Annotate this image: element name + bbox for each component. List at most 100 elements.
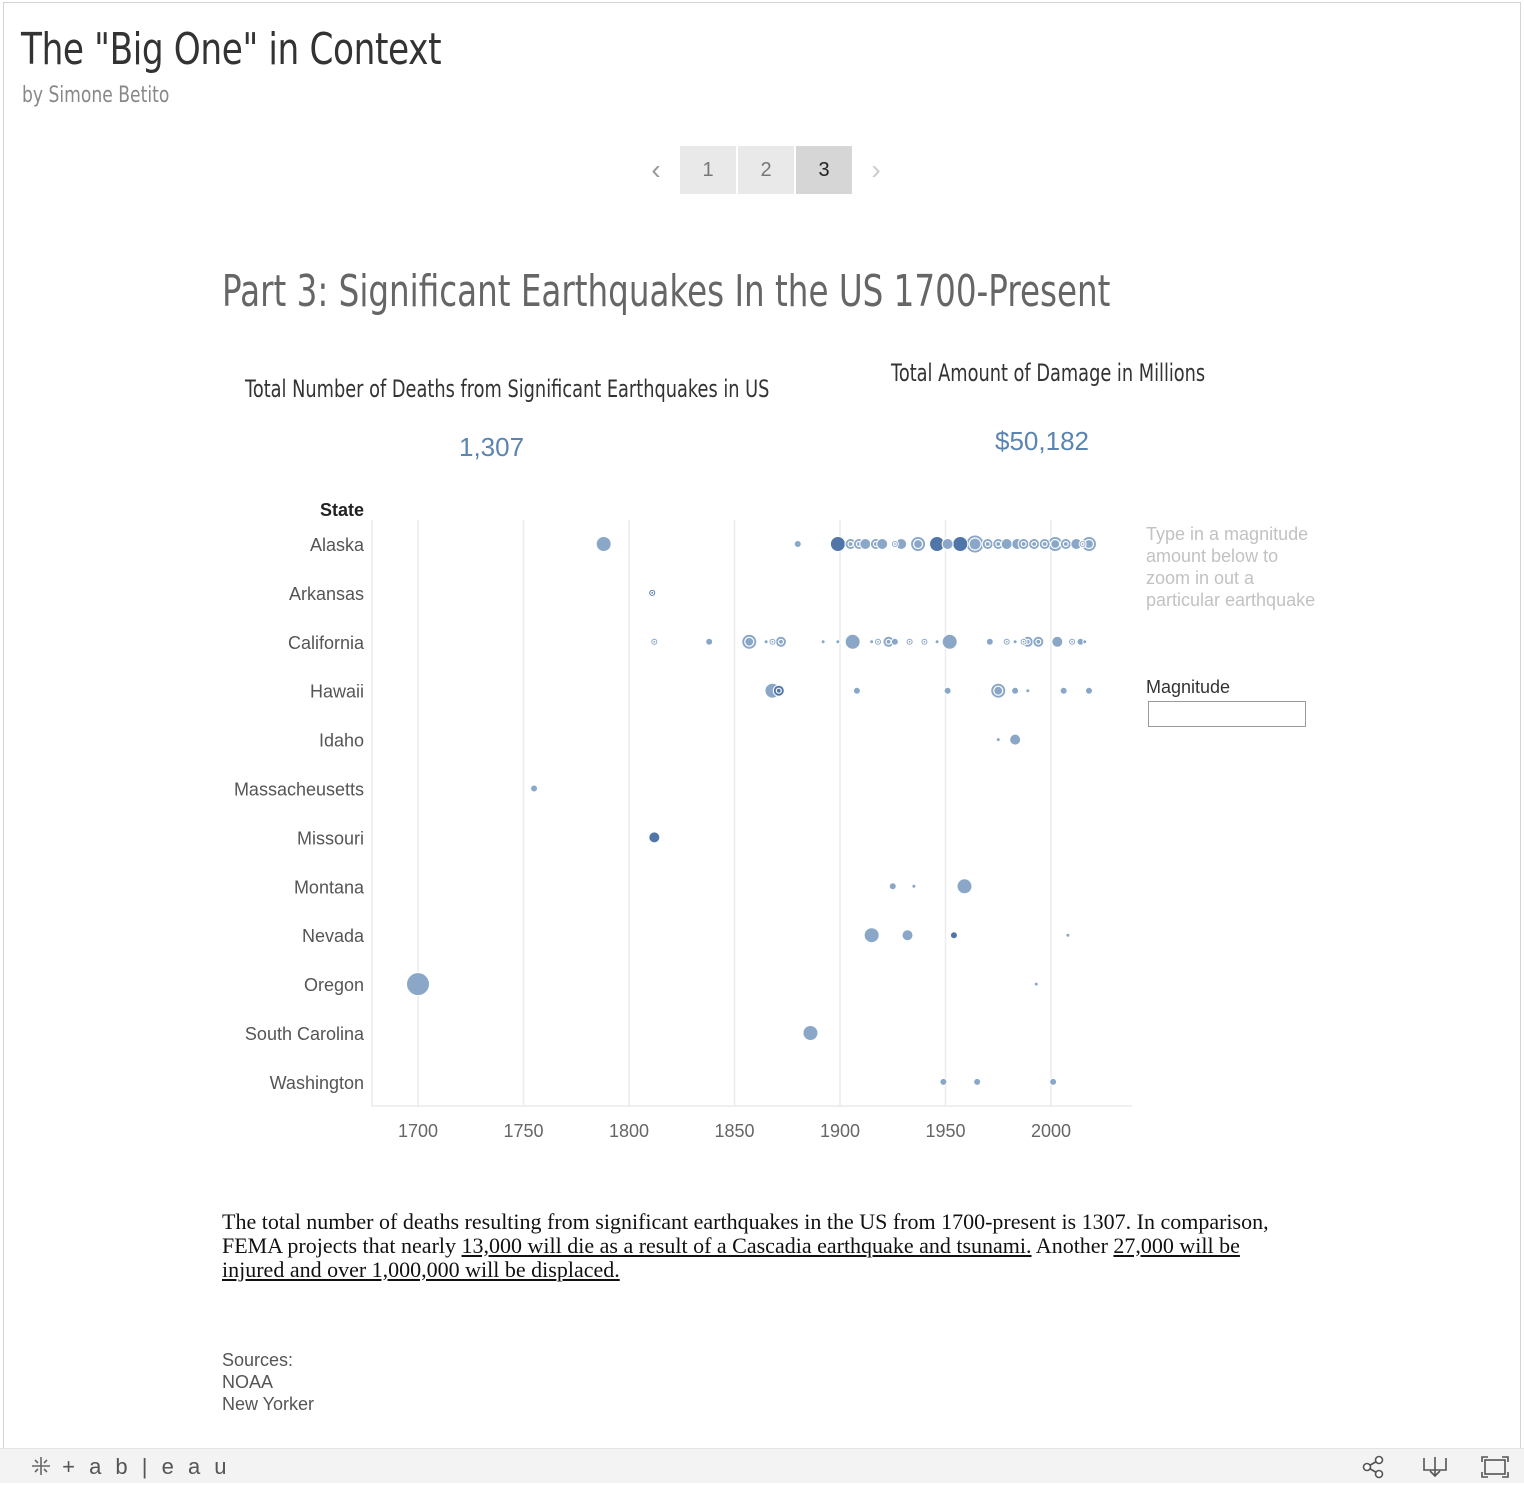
earthquake-mark[interactable] <box>973 1077 982 1086</box>
x-tick-label: 2000 <box>1031 1121 1071 1141</box>
earthquake-mark[interactable] <box>876 538 889 550</box>
earthquake-mark-ring <box>968 537 982 551</box>
earthquake-mark[interactable] <box>1017 538 1030 550</box>
tableau-logo[interactable]: + a b | e a u <box>30 1454 231 1480</box>
state-labels: State Alaska Arkansas California Hawaii Idaho… <box>234 500 365 1093</box>
earthquake-mark[interactable] <box>990 682 1007 699</box>
earthquake-mark[interactable] <box>869 639 875 645</box>
magnitude-helper-text: Type in a magnitude amount below to zoom… <box>1146 524 1316 610</box>
earthquake-mark[interactable] <box>1059 538 1072 550</box>
earthquake-mark[interactable] <box>890 540 899 548</box>
earthquake-mark-ring <box>1020 540 1027 548</box>
earthquake-mark[interactable] <box>763 639 769 645</box>
earthquake-mark[interactable] <box>1009 733 1022 746</box>
tableau-cross-icon <box>32 1457 50 1475</box>
earthquake-mark[interactable] <box>941 633 958 650</box>
x-tick-label: 1900 <box>820 1121 860 1141</box>
earthquake-mark[interactable] <box>888 882 897 891</box>
earthquake-mark[interactable] <box>648 588 657 597</box>
state-label: Montana <box>294 877 365 897</box>
earthquake-mark[interactable] <box>852 686 861 695</box>
damage-kpi-label: Total Amount of Damage in Millions <box>891 359 1206 387</box>
earthquake-mark[interactable] <box>1051 635 1064 648</box>
earthquake-mark[interactable] <box>890 637 899 646</box>
earthquake-mark[interactable] <box>1019 637 1028 646</box>
earthquake-mark[interactable] <box>873 637 882 646</box>
earthquake-mark[interactable] <box>406 972 430 997</box>
state-label: Alaska <box>310 535 365 555</box>
earthquake-mark[interactable] <box>943 686 952 695</box>
earthquake-mark[interactable] <box>952 536 969 552</box>
earthquake-mark[interactable] <box>1011 686 1020 695</box>
magnitude-input[interactable] <box>1148 701 1306 727</box>
story-point-2[interactable]: 2 <box>738 146 794 194</box>
earthquake-mark[interactable] <box>774 635 787 648</box>
earthquake-mark[interactable] <box>1084 686 1093 695</box>
fema-deaths-link[interactable]: 13,000 will die as a result of a Cascadi… <box>461 1233 1032 1258</box>
state-label: Oregon <box>304 975 364 995</box>
earthquake-mark[interactable] <box>793 540 802 548</box>
earthquake-marks[interactable] <box>406 534 1097 1086</box>
summary-paragraph: The total number of deaths resulting fro… <box>222 1210 1302 1282</box>
earthquake-mark[interactable] <box>910 536 927 552</box>
story-point-3[interactable]: 3 <box>796 146 852 194</box>
earthquake-mark[interactable] <box>802 1025 819 1041</box>
earthquake-mark[interactable] <box>768 637 777 646</box>
earthquake-mark[interactable] <box>835 639 841 645</box>
earthquake-mark-ring <box>652 639 657 644</box>
earthquake-mark[interactable] <box>901 929 914 942</box>
earthquake-mark[interactable] <box>1032 635 1045 648</box>
earthquake-mark[interactable] <box>1059 686 1068 695</box>
earthquake-mark[interactable] <box>1028 538 1041 550</box>
earthquake-mark[interactable] <box>911 883 917 889</box>
earthquake-mark[interactable] <box>981 538 994 550</box>
earthquake-mark[interactable] <box>772 684 785 697</box>
earthquake-mark[interactable] <box>1025 688 1031 694</box>
earthquake-mark[interactable] <box>934 639 940 645</box>
earthquake-mark[interactable] <box>844 633 861 650</box>
earthquake-mark[interactable] <box>1082 639 1088 645</box>
earthquake-mark[interactable] <box>1012 639 1018 645</box>
earthquake-mark[interactable] <box>1065 932 1071 938</box>
earthquake-mark[interactable] <box>985 637 994 646</box>
earthquake-mark[interactable] <box>1078 540 1087 548</box>
earthquake-mark[interactable] <box>859 538 872 550</box>
earthquake-mark[interactable] <box>941 538 954 550</box>
earthquake-mark[interactable] <box>741 633 758 650</box>
earthquake-mark[interactable] <box>1002 637 1011 646</box>
earthquake-mark[interactable] <box>995 737 1001 743</box>
earthquake-mark[interactable] <box>956 878 973 895</box>
earthquake-mark[interactable] <box>1068 637 1077 646</box>
earthquake-mark[interactable] <box>1038 538 1051 550</box>
earthquake-mark[interactable] <box>650 637 659 646</box>
earthquake-mark-ring <box>1035 638 1042 645</box>
earthquake-mark[interactable] <box>829 536 846 552</box>
earthquake-mark[interactable] <box>530 784 539 793</box>
share-icon[interactable] <box>1360 1454 1390 1480</box>
earthquake-mark-ring <box>1041 540 1048 548</box>
x-tick-label: 1800 <box>609 1121 649 1141</box>
earthquake-mark[interactable] <box>820 639 826 645</box>
earthquake-mark[interactable] <box>920 637 929 646</box>
earthquake-mark[interactable] <box>1033 981 1039 987</box>
earthquake-mark[interactable] <box>939 1077 948 1086</box>
fema-injured-link[interactable]: 27,000 will be injured and over 1,000,00… <box>222 1233 1240 1282</box>
earthquake-mark[interactable] <box>949 931 958 940</box>
chevron-left-icon[interactable]: ‹ <box>651 154 661 185</box>
fullscreen-icon[interactable] <box>1480 1454 1510 1480</box>
download-icon[interactable] <box>1421 1454 1451 1480</box>
story-point-1[interactable]: 1 <box>680 146 736 194</box>
earthquake-mark-ring <box>1021 639 1026 644</box>
earthquake-mark[interactable] <box>648 831 661 844</box>
earthquake-mark[interactable] <box>905 637 914 646</box>
earthquake-mark-ring <box>1080 541 1085 547</box>
earthquake-mark[interactable] <box>705 637 714 646</box>
sources-block: Sources: NOAA New Yorker <box>222 1349 314 1415</box>
gridlines <box>371 520 1132 1107</box>
earthquake-mark[interactable] <box>1049 1077 1058 1086</box>
earthquake-mark[interactable] <box>1000 538 1013 550</box>
earthquake-mark[interactable] <box>863 927 880 944</box>
deaths-kpi-value: 1,307 <box>459 432 525 462</box>
chevron-right-icon[interactable]: › <box>871 154 881 185</box>
earthquake-mark[interactable] <box>595 536 612 552</box>
